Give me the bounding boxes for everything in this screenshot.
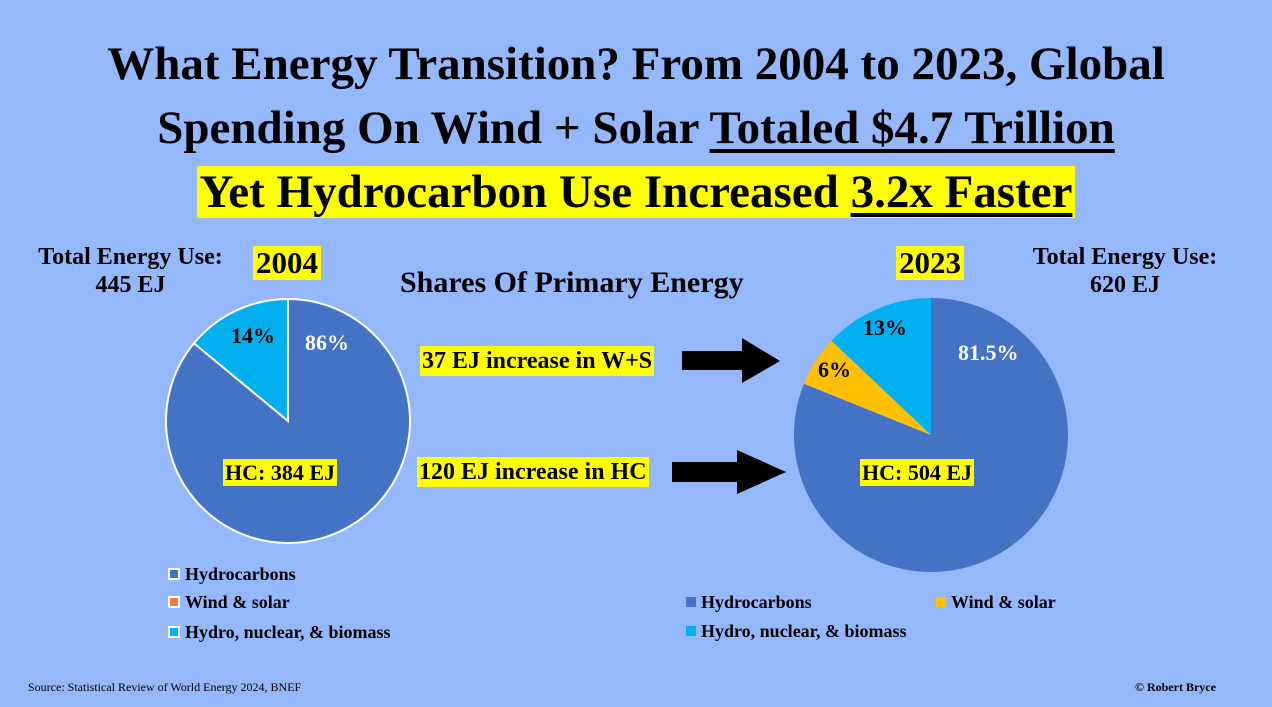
legend-swatch-hydrocarbons [686, 597, 696, 607]
right-year-badge: 2023 [896, 246, 964, 280]
legend-2004-wind-solar: Wind & solar [168, 591, 290, 613]
source-note: Source: Statistical Review of World Ener… [28, 680, 302, 694]
pie-2004-hc-annotation: HC: 384 EJ [223, 459, 337, 486]
title-line-3-plain: Yet Hydrocarbon Use Increased [199, 166, 851, 218]
title-line-3: Yet Hydrocarbon Use Increased 3.2x Faste… [0, 166, 1272, 218]
right-total-block: Total Energy Use: 620 EJ [1015, 243, 1235, 299]
legend-label: Hydrocarbons [185, 564, 296, 584]
pie-2023-label-other: 13% [863, 315, 907, 340]
chart-subtitle: Shares Of Primary Energy [400, 266, 744, 299]
right-total-label: Total Energy Use: [1032, 244, 1218, 270]
pie-2023 [794, 298, 1069, 572]
pie-2023-slice-hydro-nuclear-biomass [831, 298, 931, 435]
right-total-value: 620 EJ [1089, 272, 1160, 298]
copyright-credit: © Robert Bryce [1135, 680, 1216, 694]
legend-2023-wind-solar: Wind & solar [936, 591, 1056, 613]
left-total-label: Total Energy Use: [38, 244, 223, 270]
left-total-value: 445 EJ [95, 272, 166, 298]
pie-2023-slice-hydrocarbons [794, 298, 1069, 572]
title-line-2-plain: Spending On Wind + Solar [157, 102, 710, 154]
legend-swatch-hydro-nuclear-biomass [168, 626, 180, 638]
pie-2023-hc-annotation: HC: 504 EJ [860, 459, 974, 486]
legend-swatch-wind-solar [936, 597, 946, 607]
legend-label: Hydro, nuclear, & biomass [701, 621, 907, 641]
legend-swatch-wind-solar [168, 596, 180, 608]
left-year-badge: 2004 [253, 246, 321, 280]
pie-2004-slice-hydro-nuclear-biomass [192, 297, 289, 424]
title-line-1: What Energy Transition? From 2004 to 202… [107, 38, 1165, 90]
pie-2023-label-hc: 81.5% [958, 340, 1019, 365]
legend-label: Wind & solar [185, 592, 290, 612]
pie-2004-label-other: 14% [231, 323, 275, 348]
legend-2004-hydrocarbons: Hydrocarbons [168, 563, 296, 585]
legend-swatch-hydro-nuclear-biomass [686, 626, 696, 636]
pie-2023-slice-wind-solar [803, 340, 931, 435]
legend-label: Wind & solar [951, 592, 1056, 612]
pie-2004 [165, 297, 411, 544]
arrow-top-icon [682, 338, 780, 383]
legend-2004-hydro-nuclear-biomass: Hydro, nuclear, & biomass [168, 621, 391, 643]
legend-2023-hydro-nuclear-biomass: Hydro, nuclear, & biomass [686, 620, 907, 642]
legend-swatch-hydrocarbons [168, 568, 180, 580]
arrow-bottom-icon [672, 450, 786, 494]
title-line-2: Spending On Wind + Solar Totaled $4.7 Tr… [0, 102, 1272, 154]
legend-label: Hydro, nuclear, & biomass [185, 622, 391, 642]
legend-2023-hydrocarbons: Hydrocarbons [686, 591, 812, 613]
title-line-3-underlined: 3.2x Faster [850, 166, 1073, 218]
legend-label: Hydrocarbons [701, 592, 812, 612]
pie-2004-label-hc: 86% [305, 330, 349, 355]
pie-2023-label-wind-solar: 6% [818, 357, 851, 382]
arrow-bottom-label: 120 EJ increase in HC [417, 457, 649, 487]
title-line-3-highlight: Yet Hydrocarbon Use Increased 3.2x Faste… [196, 166, 1076, 218]
arrow-top-label: 37 EJ increase in W+S [420, 346, 655, 376]
left-total-block: Total Energy Use: 445 EJ [28, 243, 233, 299]
title-line-2-underlined: Totaled $4.7 Trillion [709, 102, 1115, 154]
